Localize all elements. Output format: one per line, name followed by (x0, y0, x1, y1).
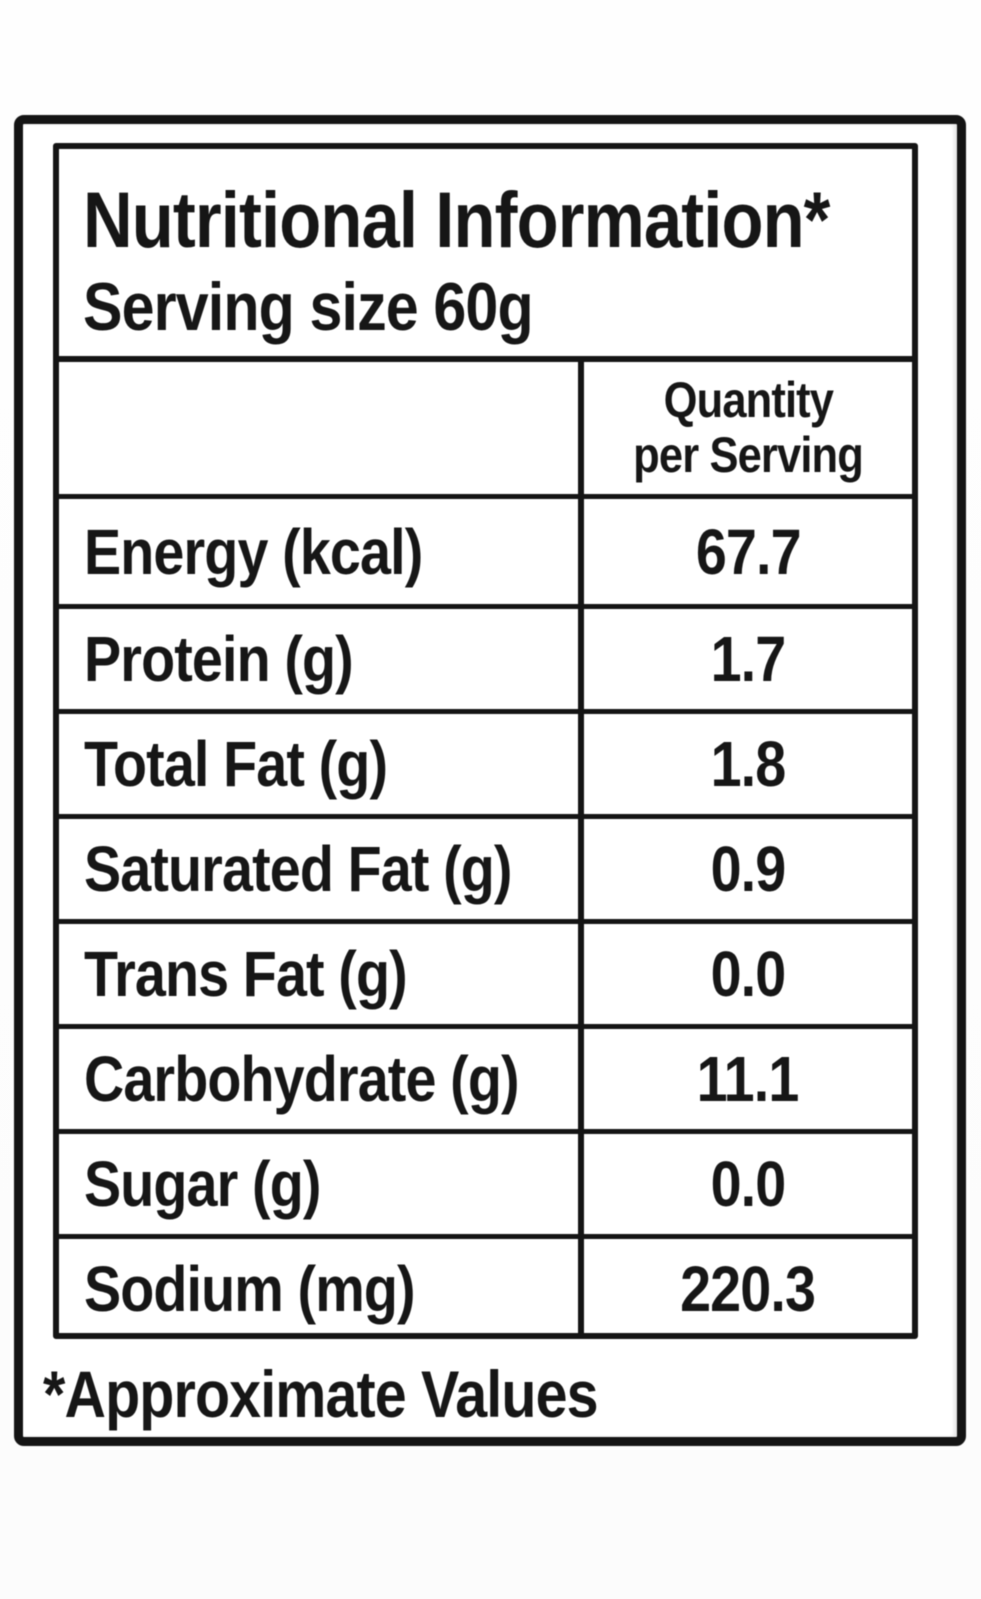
nutrition-table: Nutritional Information* Serving size 60… (53, 143, 918, 1339)
table-header-row: Quantity per Serving (59, 362, 912, 499)
serving-size-text: Serving size 60g (83, 268, 534, 345)
row-value: 0.0 (710, 1148, 787, 1220)
header-line-2: per Serving (633, 427, 864, 483)
nutrition-label: Nutritional Information* Serving size 60… (14, 115, 966, 1446)
column-divider (578, 362, 584, 1339)
row-label: Energy (kcal) (84, 515, 423, 588)
table-row-protein: Protein (g) 1.7 (59, 604, 912, 709)
row-label: Trans Fat (g) (84, 938, 408, 1010)
quantity-column-header: Quantity per Serving (578, 362, 912, 494)
footnote-text: *Approximate Values (43, 1356, 599, 1431)
row-label: Sugar (g) (84, 1148, 321, 1220)
table-row-trans-fat: Trans Fat (g) 0.0 (59, 919, 912, 1024)
table-row-total-fat: Total Fat (g) 1.8 (59, 709, 912, 814)
header-line-1: Quantity (663, 372, 833, 428)
row-label: Total Fat (g) (84, 728, 388, 800)
serving-size: Serving size 60g (83, 268, 912, 346)
row-value: 11.1 (697, 1043, 800, 1115)
label-title-text: Nutritional Information* (83, 174, 830, 264)
footnote: *Approximate Values (43, 1346, 923, 1441)
row-label: Sodium (mg) (84, 1253, 416, 1325)
table-row-sugar: Sugar (g) 0.0 (59, 1129, 912, 1234)
row-value: 67.7 (695, 515, 802, 588)
row-label: Saturated Fat (g) (84, 833, 512, 905)
label-header: Nutritional Information* Serving size 60… (59, 149, 912, 362)
table-row-saturated-fat: Saturated Fat (g) 0.9 (59, 814, 912, 919)
label-title: Nutritional Information* (83, 174, 912, 266)
header-empty-cell (59, 362, 578, 494)
row-value: 1.7 (710, 623, 787, 695)
table-row-sodium: Sodium (mg) 220.3 (59, 1234, 912, 1339)
row-value: 0.9 (710, 833, 787, 905)
table-row-energy: Energy (kcal) 67.7 (59, 499, 912, 604)
row-value: 0.0 (710, 938, 787, 1010)
row-value: 220.3 (680, 1253, 817, 1325)
table-grid: Quantity per Serving Energy (kcal) 67.7 … (59, 362, 912, 1339)
row-value: 1.8 (710, 728, 787, 800)
table-row-carbohydrate: Carbohydrate (g) 11.1 (59, 1024, 912, 1129)
row-label: Carbohydrate (g) (84, 1043, 520, 1115)
row-label: Protein (g) (84, 623, 354, 695)
